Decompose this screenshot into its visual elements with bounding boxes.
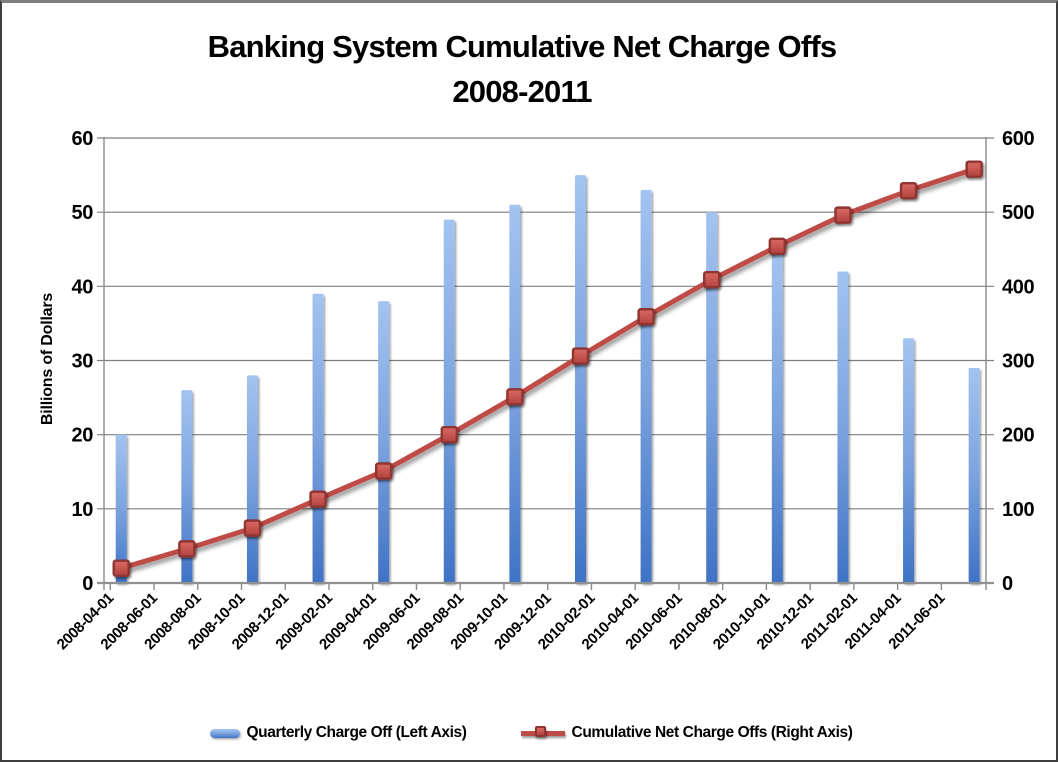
left-axis-tick-label: 40 <box>72 276 94 298</box>
chart-subtitle: 2008-2011 <box>452 74 592 109</box>
legend-bar-swatch-icon <box>209 728 240 738</box>
bar <box>968 367 980 583</box>
bar <box>246 375 258 583</box>
left-axis-tick-label: 60 <box>72 128 94 150</box>
line-marker <box>309 490 327 508</box>
bar <box>837 271 849 583</box>
bar <box>115 434 127 583</box>
legend-label-quarterly: Quarterly Charge Off (Left Axis) <box>246 724 467 741</box>
line-marker <box>506 388 524 406</box>
left-axis-tick-label: 10 <box>72 499 94 521</box>
bar <box>771 249 783 583</box>
right-axis-labels: 0 100 200 300 400 500 600 <box>1002 128 1035 595</box>
right-axis-tick-label: 300 <box>1002 351 1034 373</box>
right-axis-tick-label: 200 <box>1002 425 1034 447</box>
line-marker <box>374 462 393 480</box>
bar-series <box>115 175 980 584</box>
line-marker <box>637 308 655 326</box>
cumulative-line <box>118 166 977 571</box>
line-marker <box>768 237 787 255</box>
line-marker <box>899 181 918 200</box>
bar <box>378 301 390 583</box>
line-marker <box>440 425 458 444</box>
line-marker <box>112 559 130 577</box>
legend-item-cumulative: Cumulative Net Charge Offs (Right Axis) <box>520 724 853 742</box>
bar <box>181 390 193 583</box>
bar <box>640 189 652 583</box>
left-axis-labels: 0 10 20 30 40 50 60 <box>72 128 94 595</box>
bar <box>903 338 915 583</box>
left-axis-tick-label: 50 <box>72 202 94 224</box>
right-axis-tick-label: 500 <box>1002 202 1034 224</box>
bar <box>706 212 718 583</box>
left-axis-tick-label: 20 <box>72 425 94 447</box>
right-axis-tick-label: 100 <box>1002 499 1034 521</box>
x-tick-marks <box>109 583 943 590</box>
gridlines <box>97 137 994 510</box>
line-marker <box>703 270 721 289</box>
line-markers <box>112 160 983 577</box>
axis-lines <box>103 137 987 590</box>
line-marker <box>178 540 196 558</box>
bar <box>312 293 324 583</box>
line-marker <box>243 519 262 537</box>
line-marker <box>834 206 852 224</box>
bar <box>443 219 455 584</box>
line-marker <box>571 347 590 365</box>
left-axis-tick-label: 30 <box>72 351 94 373</box>
right-axis-tick-label: 400 <box>1002 276 1034 298</box>
plot-area: 010203040506001002003004005006002008-04-… <box>54 128 1035 653</box>
legend-item-quarterly: Quarterly Charge Off (Left Axis) <box>209 724 467 742</box>
bar <box>575 175 587 584</box>
chart-title: Banking System Cumulative Net Charge Off… <box>207 29 838 64</box>
right-axis-tick-label: 0 <box>1002 573 1013 595</box>
x-axis-labels: 2008-04-012008-06-012008-08-012008-10-01… <box>54 590 949 653</box>
legend-line-swatch-icon <box>520 725 565 742</box>
left-axis-tick-label: 0 <box>82 573 93 595</box>
right-axis-tick-label: 600 <box>1002 128 1034 150</box>
legend-label-cumulative: Cumulative Net Charge Offs (Right Axis) <box>571 724 853 741</box>
legend: Quarterly Charge Off (Left Axis) Cumulat… <box>2 713 1056 753</box>
line-marker <box>965 160 983 178</box>
